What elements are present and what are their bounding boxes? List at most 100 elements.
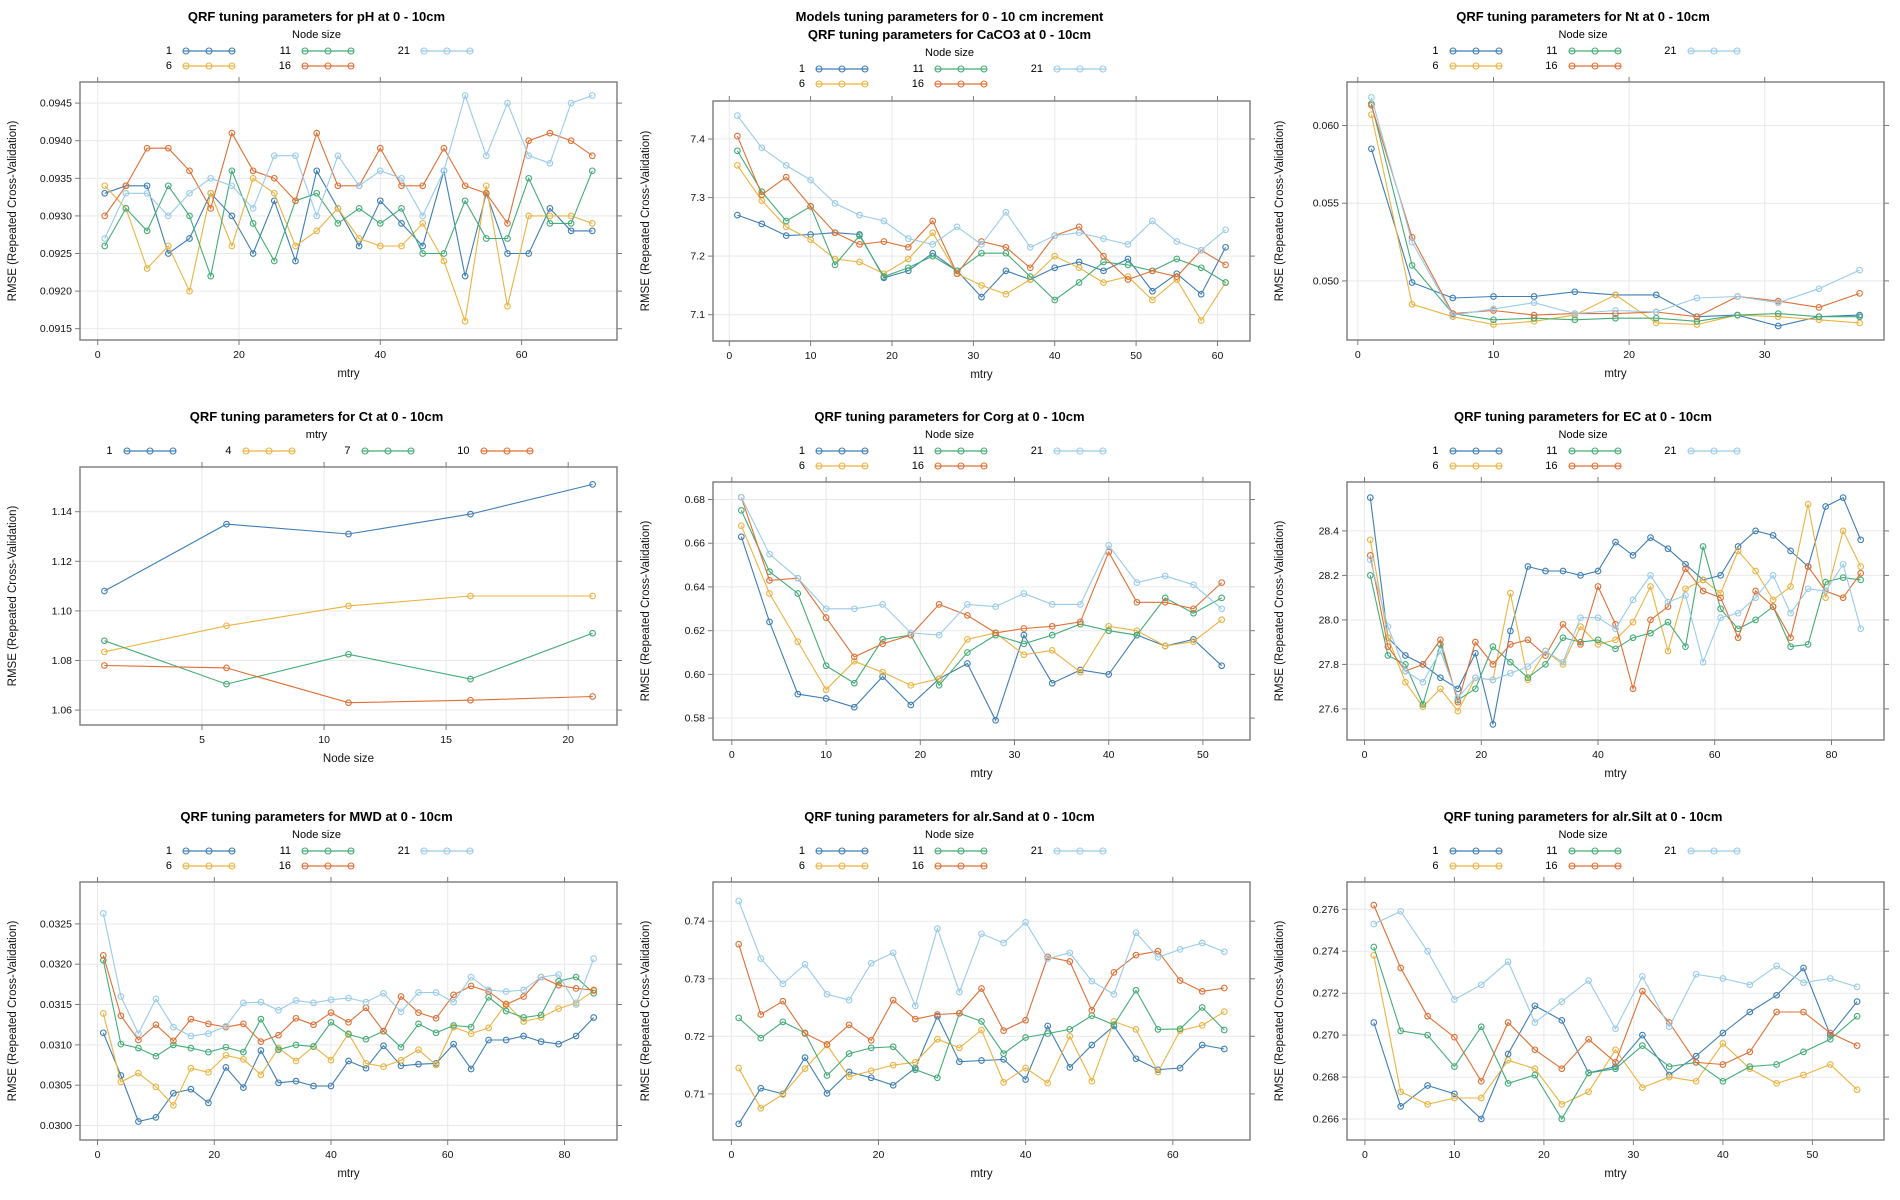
data-point: [1652, 319, 1660, 327]
data-point: [467, 697, 474, 704]
legend-entry: 11: [909, 62, 990, 77]
data-point: [415, 989, 422, 997]
data-point: [249, 167, 257, 175]
data-point: [152, 1021, 160, 1029]
data-point: [1855, 267, 1863, 274]
data-point: [1531, 1019, 1538, 1027]
legend-swatch: [934, 447, 988, 455]
legend-entry-label: 21: [1030, 444, 1043, 457]
legend-swatch: [420, 847, 474, 855]
data-point: [1629, 619, 1636, 626]
x-tick-label: 5: [199, 734, 205, 746]
data-point: [735, 1014, 743, 1022]
data-point: [850, 658, 858, 666]
data-point: [1088, 1007, 1096, 1015]
data-point: [1077, 669, 1084, 676]
data-point: [1638, 1042, 1646, 1050]
series-line-11: [1370, 104, 1860, 323]
data-point: [588, 220, 596, 228]
legend-entry-label: 1: [1432, 444, 1439, 457]
data-point: [1436, 674, 1444, 682]
y-tick-label: 0.276: [1312, 904, 1338, 916]
legend-swatch: [301, 62, 355, 70]
legend-entry-label: 6: [798, 859, 805, 872]
data-point: [929, 228, 937, 236]
data-point: [1531, 1002, 1538, 1010]
data-point: [135, 1037, 142, 1044]
data-point: [929, 217, 937, 224]
data-point: [1751, 588, 1759, 595]
data-point: [734, 161, 741, 169]
data-point: [978, 1027, 985, 1034]
data-point: [1716, 594, 1724, 602]
legend-entry: 6: [790, 858, 871, 873]
data-point: [223, 521, 230, 528]
data-point: [1450, 996, 1458, 1004]
chart-panel-mwd: QRF tuning parameters for MWD at 0 - 10c…: [0, 800, 633, 1200]
data-point: [1366, 494, 1374, 502]
legend-entry-label: 6: [1432, 59, 1439, 72]
data-point: [567, 100, 575, 107]
x-axis-label: mtry: [970, 768, 993, 780]
data-point: [1489, 321, 1497, 329]
data-point: [1366, 552, 1374, 560]
data-point: [432, 1015, 440, 1023]
data-point: [376, 243, 384, 250]
legend-entry-label: 1: [798, 444, 805, 457]
series-line-1: [1372, 967, 1858, 1121]
data-point: [956, 989, 963, 996]
data-point: [1149, 296, 1156, 303]
legend-entry: 6: [790, 77, 871, 92]
data-point: [757, 1105, 765, 1113]
legend-swatch: [815, 65, 869, 73]
data-point: [1856, 625, 1864, 633]
data-point: [766, 551, 773, 558]
data-point: [766, 618, 773, 626]
data-point: [1665, 1074, 1673, 1081]
data-point: [1681, 565, 1689, 573]
data-point: [1105, 542, 1113, 550]
data-point: [1220, 948, 1228, 956]
data-point: [794, 590, 802, 598]
data-point: [1646, 616, 1654, 624]
legend-entry-label: 11: [912, 63, 924, 76]
data-point: [1154, 954, 1162, 962]
data-point: [1826, 975, 1834, 983]
data-point: [467, 983, 475, 990]
legend-swatch: [1448, 462, 1503, 470]
x-tick-label: 0: [1361, 749, 1367, 761]
data-point: [467, 1030, 475, 1038]
data-point: [978, 930, 985, 938]
data-point: [1026, 272, 1034, 280]
data-point: [1218, 594, 1226, 602]
legend-entry-label: 6: [1432, 459, 1439, 472]
legend-entry-label: 6: [798, 78, 805, 91]
data-point: [205, 1030, 212, 1038]
data-point: [1769, 532, 1776, 540]
data-point: [520, 1018, 527, 1026]
data-point: [1530, 312, 1537, 319]
data-point: [461, 318, 469, 325]
legend-entry: 21: [1028, 62, 1109, 77]
data-point: [270, 175, 278, 183]
legend-entry: 1: [157, 43, 238, 58]
data-point: [1557, 998, 1565, 1006]
data-point: [978, 1018, 985, 1026]
data-point: [1477, 1023, 1485, 1031]
data-point: [1629, 596, 1636, 604]
data-point: [1751, 568, 1759, 575]
legend: Node size 1 6 11 16 21: [790, 429, 1109, 473]
data-point: [1366, 556, 1374, 564]
data-point: [362, 999, 370, 1006]
legend-entry-label: 16: [1545, 59, 1558, 72]
x-tick-label: 20: [208, 1149, 220, 1161]
data-point: [1584, 1069, 1592, 1077]
legend-entry-label: 16: [911, 78, 924, 91]
data-point: [1664, 603, 1671, 611]
data-point: [1448, 295, 1456, 302]
series-line-16: [1370, 105, 1860, 318]
data-point: [1026, 264, 1034, 271]
data-point: [482, 235, 490, 243]
data-point: [1173, 255, 1181, 262]
data-point: [1734, 543, 1741, 551]
